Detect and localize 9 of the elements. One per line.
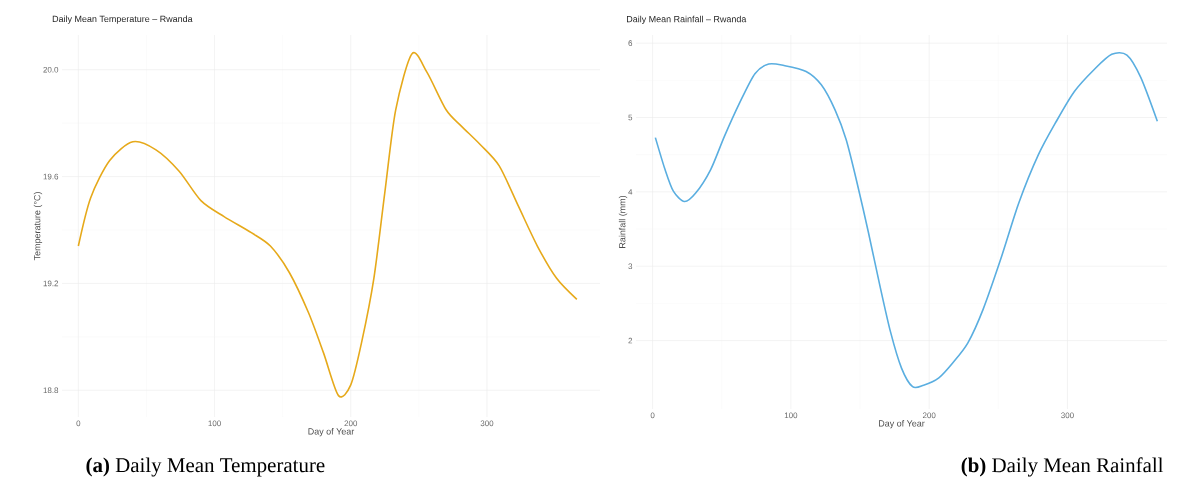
chart-title: Daily Mean Rainfall – Rwanda [627, 15, 747, 25]
text: (b) Daily Mean Rainfall [961, 457, 1164, 477]
y-axis-title: Rainfall (mm) [618, 195, 628, 248]
x-axis-title: Day of Year [308, 428, 355, 437]
line-series [77, 52, 578, 397]
x-axis-title: Day of Year [878, 420, 925, 429]
text: (a) Daily Mean Temperature [86, 457, 325, 477]
y-axis-title: Temperature (°C) [33, 192, 43, 261]
chart-title: Daily Mean Temperature – Rwanda [52, 15, 193, 24]
